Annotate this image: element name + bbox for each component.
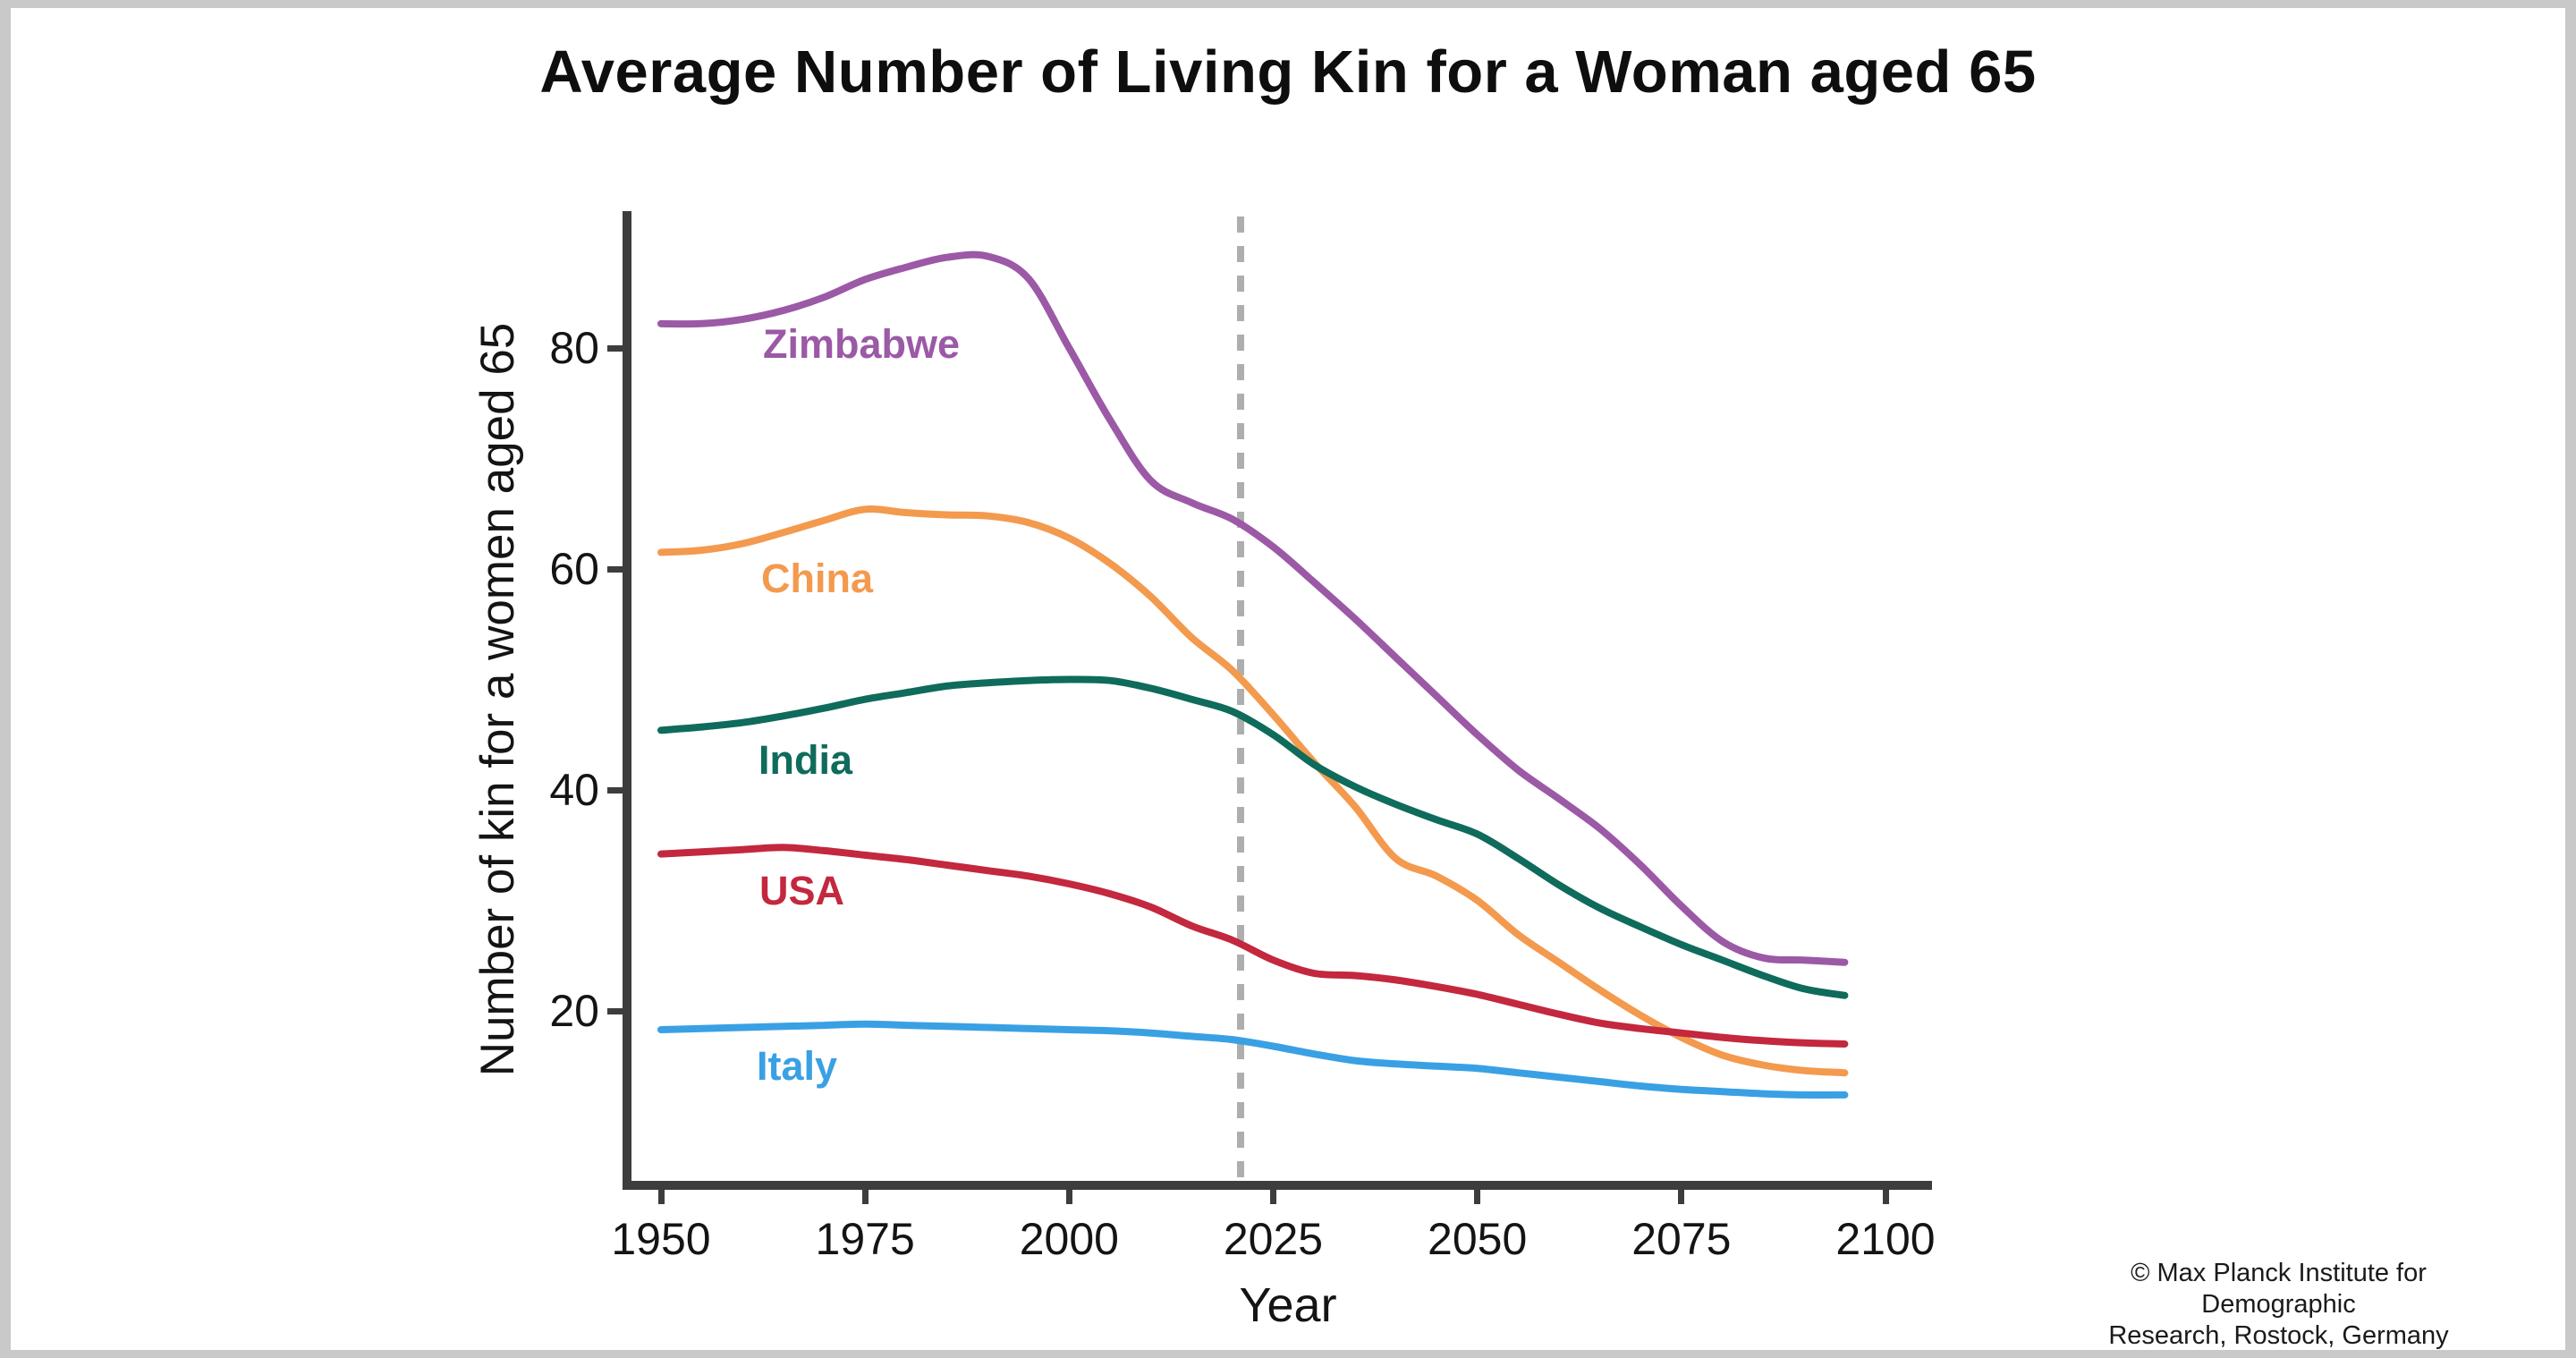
series-label-italy: Italy xyxy=(757,1043,838,1089)
line-usa xyxy=(657,844,1849,1048)
line-india xyxy=(657,675,1849,999)
x-tick-mark-2100 xyxy=(1882,1190,1889,1204)
series-label-usa: USA xyxy=(759,868,845,913)
x-tick-mark-2075 xyxy=(1678,1190,1685,1204)
y-tick-mark-60 xyxy=(607,565,623,573)
x-tick-label-2050: 2050 xyxy=(1428,1214,1528,1264)
x-tick-label-2100: 2100 xyxy=(1835,1214,1936,1264)
x-tick-label-1975: 1975 xyxy=(815,1214,915,1264)
x-tick-mark-1950 xyxy=(657,1190,665,1204)
y-tick-label-40: 40 xyxy=(549,765,599,815)
x-axis-line xyxy=(623,1181,1932,1190)
y-tick-label-80: 80 xyxy=(549,323,599,373)
y-tick-mark-20 xyxy=(607,1007,623,1014)
y-tick-mark-80 xyxy=(607,344,623,352)
x-tick-mark-2000 xyxy=(1065,1190,1072,1204)
line-zimbabwe xyxy=(657,250,1849,966)
chart-canvas xyxy=(11,8,2565,1350)
copyright-line-2: Research, Rostock, Germany xyxy=(2108,1321,2449,1350)
line-italy xyxy=(657,1020,1849,1099)
x-tick-mark-1975 xyxy=(861,1190,869,1204)
y-tick-label-60: 60 xyxy=(549,544,599,594)
series-label-china: China xyxy=(761,556,874,601)
x-tick-label-2025: 2025 xyxy=(1223,1214,1324,1264)
x-tick-mark-2050 xyxy=(1474,1190,1481,1204)
copyright-line-1: © Max Planck Institute for Demographic xyxy=(2131,1259,2427,1319)
x-axis-title: Year xyxy=(1239,1278,1337,1332)
x-tick-label-1950: 1950 xyxy=(611,1214,711,1264)
y-tick-mark-40 xyxy=(607,786,623,794)
copyright-notice: © Max Planck Institute for Demographic R… xyxy=(2057,1258,2500,1352)
y-axis-title: Number of kin for a women aged 65 xyxy=(471,322,524,1077)
line-china xyxy=(657,505,1849,1077)
series-label-india: India xyxy=(758,737,853,783)
y-tick-label-20: 20 xyxy=(549,986,599,1036)
chart-title: Average Number of Living Kin for a Woman… xyxy=(539,38,2037,106)
x-tick-mark-2025 xyxy=(1270,1190,1276,1204)
y-axis-line xyxy=(623,211,631,1188)
x-tick-label-2075: 2075 xyxy=(1631,1214,1732,1264)
series-label-zimbabwe: Zimbabwe xyxy=(763,321,961,367)
x-tick-label-2000: 2000 xyxy=(1019,1214,1119,1264)
